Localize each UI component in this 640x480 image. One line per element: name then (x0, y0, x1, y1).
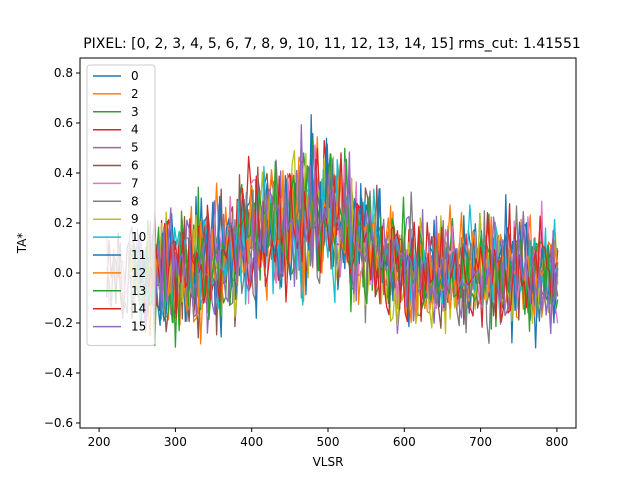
legend-label: 11 (131, 248, 146, 262)
legend-box (86, 64, 156, 346)
x-tick-label: 500 (317, 435, 340, 449)
legend-label: 15 (131, 320, 146, 334)
legend-label: 3 (131, 105, 139, 119)
legend-label: 2 (131, 87, 139, 101)
legend-label: 4 (131, 123, 139, 137)
y-tick-label: 0.2 (54, 216, 73, 230)
series-line-15 (151, 124, 559, 335)
legend-label: 9 (131, 212, 139, 226)
legend-label: 6 (131, 159, 139, 173)
series-line-13 (144, 153, 558, 333)
x-tick-label: 200 (88, 435, 111, 449)
chart-title: PIXEL: [0, 2, 3, 4, 5, 6, 7, 8, 9, 10, 1… (83, 36, 581, 52)
series-layer (106, 114, 559, 349)
y-tick-label: 0.4 (54, 166, 73, 180)
legend-label: 7 (131, 176, 139, 190)
x-axis: 200 300 400 500 600 700 800 (88, 428, 568, 449)
y-axis: −0.6 −0.4 −0.2 0.0 0.2 0.4 0.6 0.8 (44, 66, 80, 430)
x-tick-label: 600 (393, 435, 416, 449)
y-tick-label: 0.0 (54, 266, 73, 280)
legend-label: 13 (131, 284, 146, 298)
x-tick-label: 700 (469, 435, 492, 449)
y-axis-label: TA* (15, 233, 29, 255)
y-tick-label: −0.2 (44, 316, 73, 330)
legend-label: 8 (131, 194, 139, 208)
x-tick-label: 300 (164, 435, 187, 449)
legend-label: 14 (131, 302, 146, 316)
x-axis-label: VLSR (313, 455, 344, 469)
legend-label: 0 (131, 69, 139, 83)
legend: 0 2 3 4 5 6 7 8 9 10 11 12 13 14 15 (86, 64, 156, 346)
y-tick-label: 0.8 (54, 66, 73, 80)
x-tick-label: 800 (545, 435, 568, 449)
legend-label: 10 (131, 230, 146, 244)
legend-label: 12 (131, 266, 146, 280)
legend-label: 5 (131, 141, 139, 155)
y-tick-label: −0.6 (44, 416, 73, 430)
x-tick-label: 400 (240, 435, 263, 449)
y-tick-label: 0.6 (54, 116, 73, 130)
y-tick-label: −0.4 (44, 366, 73, 380)
